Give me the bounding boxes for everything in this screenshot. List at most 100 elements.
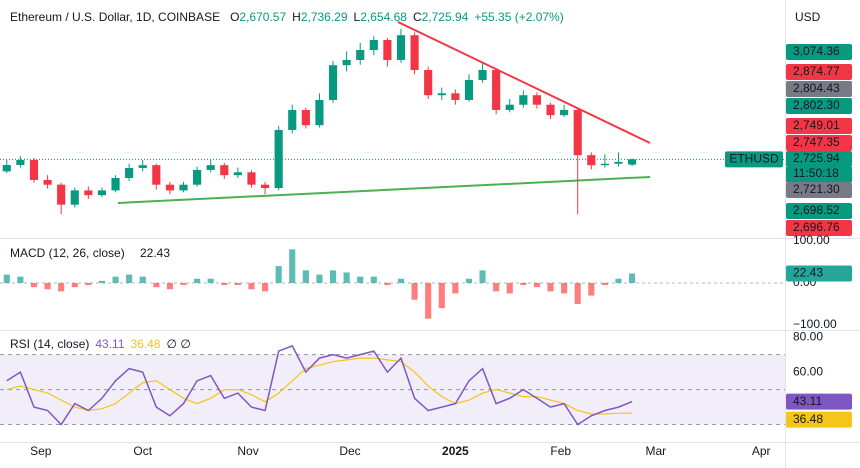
y-tick-label: −100.00 [793, 317, 837, 331]
histogram-bar [139, 276, 146, 283]
price-tag [786, 81, 852, 97]
price-tag [786, 151, 852, 167]
histogram-bar [520, 282, 527, 286]
histogram-bar [533, 282, 540, 288]
histogram-bar [126, 274, 133, 283]
price-tag [786, 393, 852, 410]
candle-body [328, 65, 338, 100]
price-tag-label: 2,725.94 [793, 151, 840, 165]
candle-body [315, 99, 324, 126]
price-tag-label: 2,747.35 [793, 135, 840, 149]
candle-body [342, 59, 351, 66]
histogram-bar [302, 270, 309, 283]
x-tick-label: Apr [752, 444, 771, 458]
y-tick-label: 100.00 [793, 233, 830, 247]
histogram-bar [465, 278, 473, 283]
x-tick-label: Mar [646, 444, 667, 458]
histogram-bar [357, 276, 364, 283]
histogram-bar [547, 282, 554, 292]
x-tick-label: Dec [339, 444, 360, 458]
candle-body [560, 109, 569, 116]
symbol-tag-label: ETHUSD [729, 152, 779, 166]
histogram-bar [112, 276, 119, 283]
histogram-bar [370, 276, 377, 283]
candle-body [628, 159, 637, 165]
candle-body [165, 184, 174, 191]
candle-body [43, 179, 52, 185]
price-tag [786, 118, 852, 134]
x-tick-label: Feb [550, 444, 571, 458]
candle-body [29, 159, 39, 180]
countdown: 11:50:18 [793, 166, 839, 180]
candle-body [600, 163, 609, 166]
candle-body [383, 39, 392, 60]
candle-body [125, 168, 134, 179]
histogram-bar [180, 282, 187, 286]
price-tag-label: 2,721.30 [793, 182, 840, 196]
candle-body [356, 49, 365, 60]
header-item: C [413, 10, 422, 24]
histogram-bar [588, 282, 595, 296]
header-item: L [354, 10, 361, 24]
price-tag-label: 2,696.76 [793, 220, 840, 234]
candle-body [288, 109, 297, 130]
histogram-bar [207, 278, 214, 283]
price-tag [786, 98, 852, 114]
histogram-bar [194, 278, 201, 283]
candle-body [179, 184, 188, 191]
candle-body [478, 69, 487, 80]
histogram-bar [438, 282, 445, 309]
histogram-bar [601, 282, 608, 286]
header-item: 2,670.57 [239, 10, 286, 24]
histogram-bar [506, 282, 513, 294]
header-item: H [292, 10, 301, 24]
histogram-bar [479, 270, 486, 283]
price-tag-label: 3,074.36 [793, 44, 840, 58]
candle-body [274, 129, 283, 189]
indicator-title: MACD (12, 26, close) [10, 246, 125, 260]
rsi-line [6, 357, 633, 415]
candle-body [57, 184, 66, 205]
candle-body [84, 190, 93, 196]
price-tag [786, 64, 852, 80]
price-tag-label: 2,874.77 [793, 64, 840, 78]
candle-body [587, 155, 596, 166]
candle-body [2, 164, 11, 172]
histogram-bar [166, 282, 173, 290]
candle-body [464, 79, 474, 100]
header-item: 2,725.94 [422, 10, 469, 24]
header: Ethereum / U.S. Dollar, 1D, COINBASE O2,6… [10, 10, 564, 24]
histogram-bar [17, 276, 24, 283]
price-tag [786, 411, 852, 428]
y-tick-label: 80.00 [793, 329, 823, 343]
indicator-value: 22.43 [140, 246, 170, 260]
trend-line [117, 176, 651, 204]
candle-body [138, 165, 147, 169]
symbol-tag [725, 151, 783, 168]
x-tick-label: Oct [133, 444, 152, 458]
candle-body [16, 159, 25, 165]
histogram-bar [574, 282, 581, 304]
indicator-title: RSI (14, close) 43.11 36.48 ∅ ∅ [10, 337, 191, 351]
rsi-line [6, 344, 633, 426]
histogram-bar [343, 272, 350, 283]
candle-body [396, 35, 406, 60]
price-tag-label: 43.11 [793, 394, 822, 408]
candle-body [532, 95, 542, 105]
candle-body [70, 190, 79, 205]
price-tag [786, 44, 852, 60]
candle-body [97, 190, 107, 196]
indicator-value: 43.11 [95, 337, 124, 351]
header-item: Ethereum / U.S. Dollar, 1D, COINBASE [10, 10, 220, 24]
price-tag-label: 2,698.52 [793, 203, 840, 217]
histogram-bar [615, 278, 622, 283]
histogram-bar [329, 270, 337, 283]
histogram-bar [221, 282, 228, 286]
price-tag-label: 2,749.01 [793, 118, 840, 132]
price-tag-label: 36.48 [793, 412, 823, 426]
histogram-bar [234, 282, 241, 286]
indicator-value: 36.48 [131, 337, 161, 351]
histogram-bar [275, 266, 282, 283]
candle-body [519, 95, 528, 105]
